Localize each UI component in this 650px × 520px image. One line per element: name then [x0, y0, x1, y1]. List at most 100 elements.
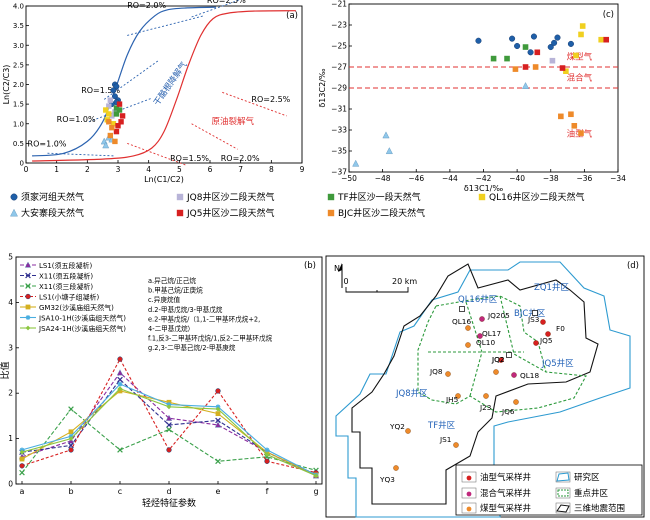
- panel-c-x-tick-label: −36: [576, 174, 592, 183]
- well-label: QL10: [476, 338, 495, 347]
- panel-a-point: [109, 124, 115, 131]
- panel-a-label: (a): [286, 11, 298, 21]
- panel-c-point: [603, 36, 610, 43]
- panel-b-point: [166, 404, 172, 410]
- panel-b-legend-marker: [25, 325, 31, 331]
- panel-b-y-tick-label: 4: [8, 298, 13, 307]
- well-marker: [483, 393, 489, 399]
- legend-swatch: [557, 489, 569, 497]
- panel-c-point: [385, 147, 393, 155]
- area-label: ZQ1井区: [534, 282, 569, 293]
- seismic-boundary: [351, 263, 599, 505]
- panel-c-point: [530, 33, 537, 40]
- well-label: YQ3: [379, 475, 395, 484]
- panel-a-point: [116, 101, 123, 107]
- panel-a-y-tick-label: 2.0: [13, 81, 24, 89]
- panel-c-point: [598, 36, 604, 43]
- panel-b-y-tick-label: 2: [8, 389, 13, 398]
- panel-c-x-axis-label: δ13C1/‰: [464, 184, 503, 193]
- panel-d-label: (d): [627, 261, 639, 271]
- well-label: YQ2: [389, 422, 405, 431]
- scatter-legend: 须家河组天然气 JQ8井区沙二段天然气 TF井区沙一段天然气 QL16井区沙二段天然气…: [10, 191, 585, 219]
- panel-a-point: [113, 83, 120, 90]
- scale-bar-line: [345, 287, 409, 293]
- ro-label: RO=2.0%: [127, 1, 166, 10]
- ro-label: RO=1.0%: [28, 140, 67, 149]
- ro-iso-line-red: [222, 91, 287, 117]
- panel-b-legend-marker: [25, 304, 31, 310]
- panel-b-legend-marker: [25, 283, 31, 289]
- panel-b-legend-marker: [25, 315, 31, 320]
- panel-a-point: [116, 107, 123, 113]
- panel-b-legend-marker: [25, 272, 31, 279]
- well-marker: [498, 357, 504, 363]
- panel-c-point: [558, 113, 564, 120]
- panel-c-point: [352, 159, 360, 167]
- panel-b-y-tick-label: 0: [8, 480, 13, 489]
- panel-d-legend-label: 煤型气采样井: [480, 503, 531, 514]
- panel-c-x-tick-label: −40: [509, 174, 525, 183]
- platform-marker: [532, 310, 538, 316]
- panel-c-point: [522, 44, 529, 50]
- well-label: JH5: [445, 395, 458, 404]
- panel-b-point: [19, 469, 25, 476]
- panel-c-y-tick-label: −31: [331, 105, 347, 114]
- panel-b-x-tick-label: f: [266, 487, 269, 496]
- panel-b-legend: LS1(须五段凝析) X11(须五段凝析)X11(须三段凝析) LS1(小塘子组凝析…: [20, 261, 126, 333]
- panel-c-point: [571, 123, 578, 129]
- ro-iso-line: [47, 152, 115, 157]
- panel-c-y-tick-label: −21: [331, 0, 347, 9]
- well-label: JQ8: [429, 367, 443, 376]
- panel-b-x-tick-label: b: [68, 487, 73, 496]
- panel-b-chart: 0 1 2 3 4 5 a b c d e f g 轻烃特征参数 比值 (b) LS1(须五段凝析) X11(须五…: [0, 253, 323, 509]
- panel-a-x-tick-label: 1: [54, 165, 59, 174]
- legend-swatch: [466, 506, 472, 512]
- well-marker: [445, 371, 451, 377]
- panel-a-point: [106, 119, 112, 125]
- panel-d-legend-label: 三维地震范围: [574, 503, 625, 514]
- panel-b-point: [215, 417, 221, 424]
- panel-b-series: [19, 388, 319, 478]
- panel-a-x-tick-label: 4: [146, 165, 151, 174]
- panel-b-point: [117, 386, 123, 392]
- param-note: a.异己烷/正己烷: [148, 276, 196, 285]
- panel-c-point: [532, 64, 539, 70]
- legend-label: 须家河组天然气: [21, 191, 84, 203]
- panel-c-x-tick-label: −34: [610, 174, 626, 183]
- panel-a-series: [106, 119, 118, 145]
- panel-c-y-tick-label: −25: [331, 42, 347, 51]
- study-area-boundary: [335, 261, 631, 518]
- legend-swatch-frame: [555, 487, 571, 499]
- param-note: b.甲基己烷/正庚烷: [148, 286, 203, 295]
- platform-marker: [459, 306, 465, 312]
- legend-swatch: [466, 491, 472, 497]
- panel-a-y-axis-label: Ln(C2/C3): [2, 65, 11, 105]
- param-note: d.2-甲基戊烷/3-甲基戊烷: [148, 305, 223, 314]
- panel-b-x-tick-label: d: [166, 487, 171, 496]
- well-marker: [479, 316, 485, 322]
- panel-c-point: [547, 44, 554, 51]
- well-marker: [533, 340, 539, 346]
- panel-c-point: [527, 49, 534, 56]
- well-label: F0: [556, 324, 565, 333]
- panel-b-x-axis-label: 轻烃特征参数: [142, 497, 196, 509]
- well-marker: [453, 442, 459, 448]
- panel-c-x-tick-label: −50: [341, 174, 357, 183]
- panel-a-y-tick-label: 1.0: [13, 120, 24, 128]
- panel-a-x-tick-label: 5: [177, 165, 182, 174]
- legend-label: JQ5井区沙二段天然气: [186, 207, 274, 219]
- panel-c-zone-label: 煤型气: [567, 52, 593, 63]
- panel-c-series: [522, 36, 610, 71]
- panel-c-series: [475, 33, 574, 56]
- panel-a-x-tick-label: 3: [116, 165, 121, 174]
- panel-c-point: [512, 66, 519, 72]
- well-marker: [455, 393, 461, 399]
- panel-a-x-tick-label: 0: [24, 165, 29, 174]
- panel-b-series: [18, 369, 320, 479]
- panel-b-y-tick-label: 5: [8, 253, 13, 262]
- panel-b-point: [264, 458, 270, 464]
- panel-c-x-tick-label: −48: [375, 174, 391, 183]
- panel-a-point: [107, 97, 114, 103]
- panel-b-point: [117, 381, 123, 387]
